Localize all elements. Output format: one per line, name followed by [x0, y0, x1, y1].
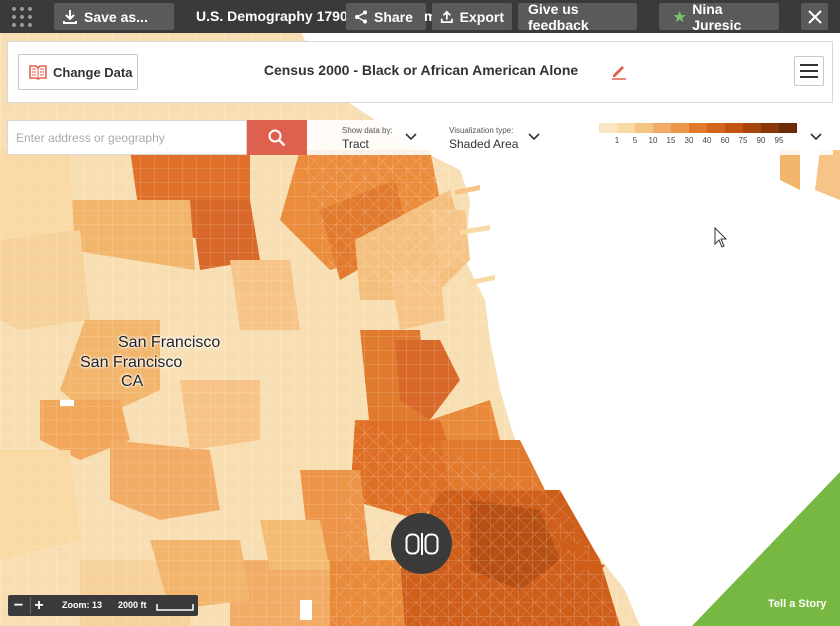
feedback-button[interactable]: Give us feedback [518, 0, 637, 33]
legend-swatch [707, 123, 725, 133]
legend-swatch [635, 123, 653, 133]
state-label: CA [121, 373, 144, 390]
scale-label: 2000 ft [118, 600, 147, 610]
viz-type-value: Shaded Area [449, 137, 519, 151]
city-label: San Francisco [118, 334, 221, 351]
export-button[interactable]: Export [432, 3, 512, 30]
legend-swatch [671, 123, 689, 133]
apps-grid-icon[interactable] [10, 5, 34, 29]
legend-tick-label: 95 [775, 136, 784, 145]
legend-swatch [599, 123, 617, 133]
star-icon [673, 10, 686, 22]
legend-tick-label: 5 [633, 136, 638, 145]
share-label: Share [374, 8, 413, 25]
zoom-bar: − + Zoom: 13 2000 ft [8, 595, 198, 616]
share-button[interactable]: Share [346, 3, 426, 30]
legend-swatch [743, 123, 761, 133]
search-button[interactable] [247, 120, 307, 155]
close-icon [807, 9, 822, 24]
map-header: Change Data Census 2000 - Black or Afric… [7, 41, 833, 103]
legend-swatch [779, 123, 797, 133]
hamburger-menu-button[interactable] [794, 56, 824, 86]
legend-tick-label: 90 [757, 136, 766, 145]
visualization-type-dropdown[interactable]: Visualization type: Shaded Area [449, 120, 549, 155]
zoom-in-button[interactable]: + [30, 597, 47, 614]
city-label-secondary: San Francisco [80, 354, 183, 371]
menu-line-icon [800, 76, 818, 78]
legend-tick-label: 40 [703, 136, 712, 145]
address-search-input[interactable] [7, 120, 247, 155]
chevron-down-icon[interactable] [809, 130, 823, 144]
show-data-by-dropdown[interactable]: Show data by: Tract [342, 120, 422, 155]
tell-a-story-label[interactable]: Tell a Story [768, 598, 827, 610]
legend-tick-label: 1 [615, 136, 620, 145]
viz-type-label: Visualization type: [449, 126, 514, 135]
project-title: U.S. Demography 1790 to [196, 8, 346, 24]
compare-toggle-button[interactable] [391, 513, 452, 574]
share-icon [355, 10, 367, 23]
user-name: Nina Juresic [692, 0, 742, 33]
top-bar: Save as... U.S. Demography 1790 to Share… [0, 0, 840, 33]
show-data-value: Tract [342, 137, 369, 151]
legend-swatch [653, 123, 671, 133]
change-data-button[interactable]: Change Data [18, 54, 138, 90]
close-button[interactable] [801, 3, 828, 30]
legend-swatch [689, 123, 707, 133]
zoom-out-button[interactable]: − [13, 596, 24, 614]
user-button[interactable]: Nina Juresic [659, 0, 779, 33]
feedback-label: Give us feedback [528, 0, 589, 33]
export-label: Export [459, 8, 504, 25]
map-title: Census 2000 - Black or African American … [263, 62, 579, 78]
show-data-label: Show data by: [342, 126, 393, 135]
map-controls: Show data by: Tract Visualization type: … [7, 120, 833, 155]
tell-a-story-corner[interactable] [692, 472, 840, 626]
change-data-label: Change Data [53, 64, 133, 80]
save-as-label: Save as... [84, 8, 148, 25]
legend-swatch [617, 123, 635, 133]
download-icon [63, 9, 77, 24]
menu-line-icon [800, 70, 818, 72]
legend-swatch [761, 123, 779, 133]
menu-line-icon [800, 64, 818, 66]
color-legend[interactable]: 1 5 10 15 30 40 60 75 90 95 [569, 120, 809, 155]
chevron-down-icon [528, 133, 540, 141]
upload-icon [440, 10, 453, 23]
legend-swatch [725, 123, 743, 133]
legend-tick-label: 10 [649, 136, 658, 145]
zoom-level: Zoom: 13 [62, 600, 103, 610]
mouse-cursor-icon [714, 227, 728, 248]
save-as-button[interactable]: Save as... [54, 3, 174, 30]
legend-tick-label: 75 [739, 136, 748, 145]
legend-tick-label: 30 [685, 136, 694, 145]
legend-tick-label: 15 [667, 136, 676, 145]
pencil-icon[interactable] [610, 62, 628, 80]
split-compare-icon [405, 532, 438, 555]
chevron-down-icon [405, 133, 417, 141]
scale-bar-icon [156, 604, 194, 611]
book-icon [29, 65, 47, 80]
search-icon [268, 129, 286, 146]
legend-tick-label: 60 [721, 136, 730, 145]
